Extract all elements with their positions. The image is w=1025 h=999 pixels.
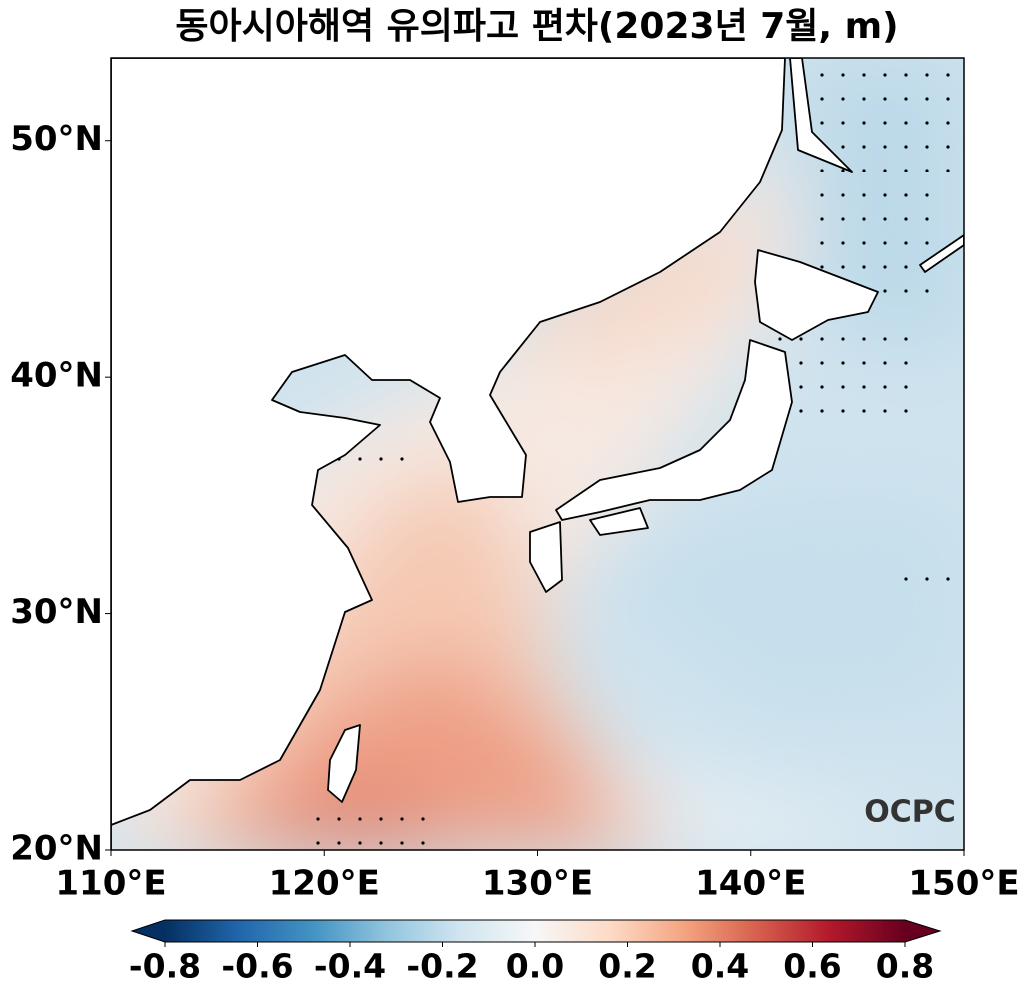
y-tick-label: 20°N bbox=[10, 829, 103, 869]
colorbar-extend-high bbox=[905, 920, 940, 942]
colorbar-extend-low bbox=[132, 920, 165, 942]
x-tick-label: 130°E bbox=[482, 864, 593, 904]
colorbar-body bbox=[165, 920, 905, 942]
colorbar-tick-label: -0.4 bbox=[314, 947, 386, 986]
land bbox=[111, 58, 964, 850]
y-tick-label: 50°N bbox=[10, 119, 103, 159]
colorbar-tick-label: 0.6 bbox=[783, 947, 841, 986]
colorbar-tick-label: 0.2 bbox=[598, 947, 656, 986]
logo: OCPC bbox=[864, 795, 956, 830]
colorbar-tick-label: -0.6 bbox=[221, 947, 293, 986]
y-tick-label: 40°N bbox=[10, 356, 103, 396]
colorbar-tick-label: 0.4 bbox=[691, 947, 749, 986]
x-tick-label: 150°E bbox=[908, 864, 1019, 904]
x-tick-label: 140°E bbox=[695, 864, 806, 904]
x-tick-label: 120°E bbox=[269, 864, 380, 904]
y-tick-label: 30°N bbox=[10, 592, 103, 632]
anomaly-field bbox=[111, 58, 964, 850]
colorbar-tick-label: -0.2 bbox=[406, 947, 478, 986]
x-tick-label: 110°E bbox=[55, 864, 166, 904]
map-title: 동아시아해역 유의파고 편차(2023년 7월, m) bbox=[175, 6, 898, 47]
colorbar-tick-label: -0.8 bbox=[129, 947, 201, 986]
colorbar: -0.8 -0.6 -0.4 -0.2 0.0 0.2 0.4 0.6 0.8 bbox=[129, 919, 942, 986]
colorbar-tick-label: 0.0 bbox=[506, 947, 564, 986]
colorbar-tick-label: 0.8 bbox=[876, 947, 934, 986]
